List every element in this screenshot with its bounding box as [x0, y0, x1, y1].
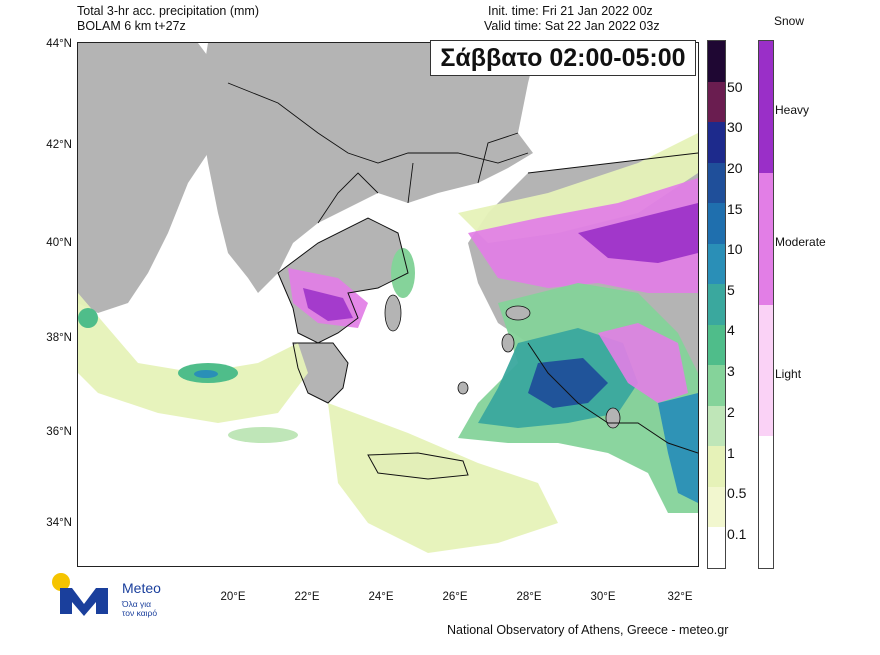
lat-label-36: 36°N — [46, 426, 72, 438]
island-chios — [501, 333, 515, 353]
rain-colorbar-segment — [708, 284, 725, 325]
rain-colorbar — [707, 40, 726, 569]
time-window-banner: Σάββατο 02:00-05:00 — [430, 40, 696, 76]
model-label: BOLAM 6 km t+27z — [77, 19, 186, 33]
lon-label-22: 22°E — [294, 591, 320, 603]
lat-label-40: 40°N — [46, 237, 72, 249]
precip-spot-north-aegean — [391, 248, 415, 298]
snow-legend-title: Snow — [774, 14, 805, 28]
rain-legend-label: 1 — [727, 445, 735, 461]
rain-legend-label: 20 — [727, 160, 743, 176]
rain-legend-label: 50 — [727, 79, 743, 95]
snow-legend-moderate: Moderate — [775, 235, 826, 249]
rain-colorbar-segment — [708, 405, 725, 447]
island-naxos — [457, 381, 469, 395]
rain-legend-label: 30 — [727, 119, 743, 135]
rain-colorbar-segment — [708, 486, 725, 528]
precip-spot-libya — [228, 427, 298, 443]
precipitation-map — [77, 42, 699, 567]
lon-label-20: 20°E — [220, 591, 246, 603]
coastline — [277, 152, 698, 480]
rain-legend-label: 5 — [727, 282, 735, 298]
lon-label-32: 32°E — [667, 591, 693, 603]
precip-blue-core — [528, 358, 608, 408]
rain-colorbar-segment — [708, 41, 725, 82]
snow-heavy-greece — [303, 288, 353, 321]
precip-light-west — [78, 293, 308, 423]
rain-colorbar-segment — [708, 162, 725, 204]
island-euboea — [384, 294, 402, 332]
init-time: Init. time: Fri 21 Jan 2022 00z — [488, 4, 653, 18]
precip-light-east — [458, 133, 698, 243]
logo-tagline-line1: Όλα για — [122, 599, 152, 609]
map-canvas — [78, 43, 698, 553]
lon-label-26: 26°E — [442, 591, 468, 603]
rain-colorbar-segment — [708, 527, 725, 568]
rain-colorbar-segment — [708, 203, 725, 244]
lat-label-38: 38°N — [46, 332, 72, 344]
lat-label-42: 42°N — [46, 139, 72, 151]
snow-colorbar-segment — [759, 436, 773, 568]
lat-label-34: 34°N — [46, 517, 72, 529]
island-lesvos — [505, 305, 531, 321]
logo-tagline: Όλα για τον καιρό — [122, 600, 157, 618]
logo-tagline-line2: τον καιρό — [122, 608, 158, 618]
snow-colorbar — [758, 40, 774, 569]
meteo-m-icon — [52, 573, 108, 616]
rain-colorbar-segment — [708, 446, 725, 487]
rain-legend-label: 0.1 — [727, 526, 747, 542]
lat-label-44: 44°N — [46, 38, 72, 50]
rain-colorbar-segment — [708, 81, 725, 123]
land-peloponnese — [293, 343, 348, 403]
meteo-logo[interactable]: Meteo Όλα για τον καιρό — [50, 572, 180, 622]
rain-legend-label: 10 — [727, 241, 743, 257]
rain-legend-label: 2 — [727, 404, 735, 420]
snow-colorbar-segment — [759, 304, 773, 437]
island-rhodes — [605, 407, 621, 429]
snow-legend-light: Light — [775, 367, 802, 381]
rain-legend-label: 0.5 — [727, 485, 747, 501]
lon-label-30: 30°E — [590, 591, 616, 603]
rain-colorbar-segment — [708, 122, 725, 163]
snow-legend-heavy: Heavy — [775, 103, 810, 117]
border-lines — [227, 82, 529, 224]
logo-name: Meteo — [122, 580, 161, 596]
rain-legend-label: 15 — [727, 201, 743, 217]
rain-colorbar-segment — [708, 243, 725, 285]
land-sicily — [98, 253, 138, 278]
lon-label-24: 24°E — [368, 591, 394, 603]
map-title: Total 3-hr acc. precipitation (mm) — [77, 4, 260, 18]
rain-colorbar-segment — [708, 324, 725, 366]
rain-legend-label: 3 — [727, 363, 735, 379]
footer-credit: National Observatory of Athens, Greece -… — [447, 623, 729, 637]
land-balkans — [198, 43, 538, 293]
snow-heavy-core — [578, 203, 698, 263]
precip-teal-east — [658, 393, 698, 503]
snow-colorbar-segment — [759, 172, 773, 305]
rain-legend-label: 4 — [727, 322, 735, 338]
precip-spot-ionian-core — [194, 370, 218, 378]
precip-spot-corfu — [78, 308, 98, 328]
precip-pink-turkey-sw — [598, 323, 688, 403]
snow-colorbar-segment — [759, 41, 773, 173]
lon-label-28: 28°E — [516, 591, 542, 603]
valid-time: Valid time: Sat 22 Jan 2022 03z — [484, 19, 660, 33]
rain-colorbar-segment — [708, 365, 725, 406]
